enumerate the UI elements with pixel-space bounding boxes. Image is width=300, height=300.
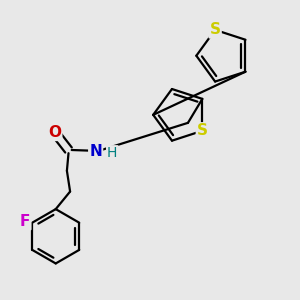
Text: N: N <box>89 144 102 159</box>
Text: O: O <box>48 125 61 140</box>
Text: S: S <box>197 123 208 138</box>
Text: S: S <box>210 22 220 38</box>
Text: H: H <box>107 146 118 160</box>
Text: F: F <box>20 214 30 229</box>
